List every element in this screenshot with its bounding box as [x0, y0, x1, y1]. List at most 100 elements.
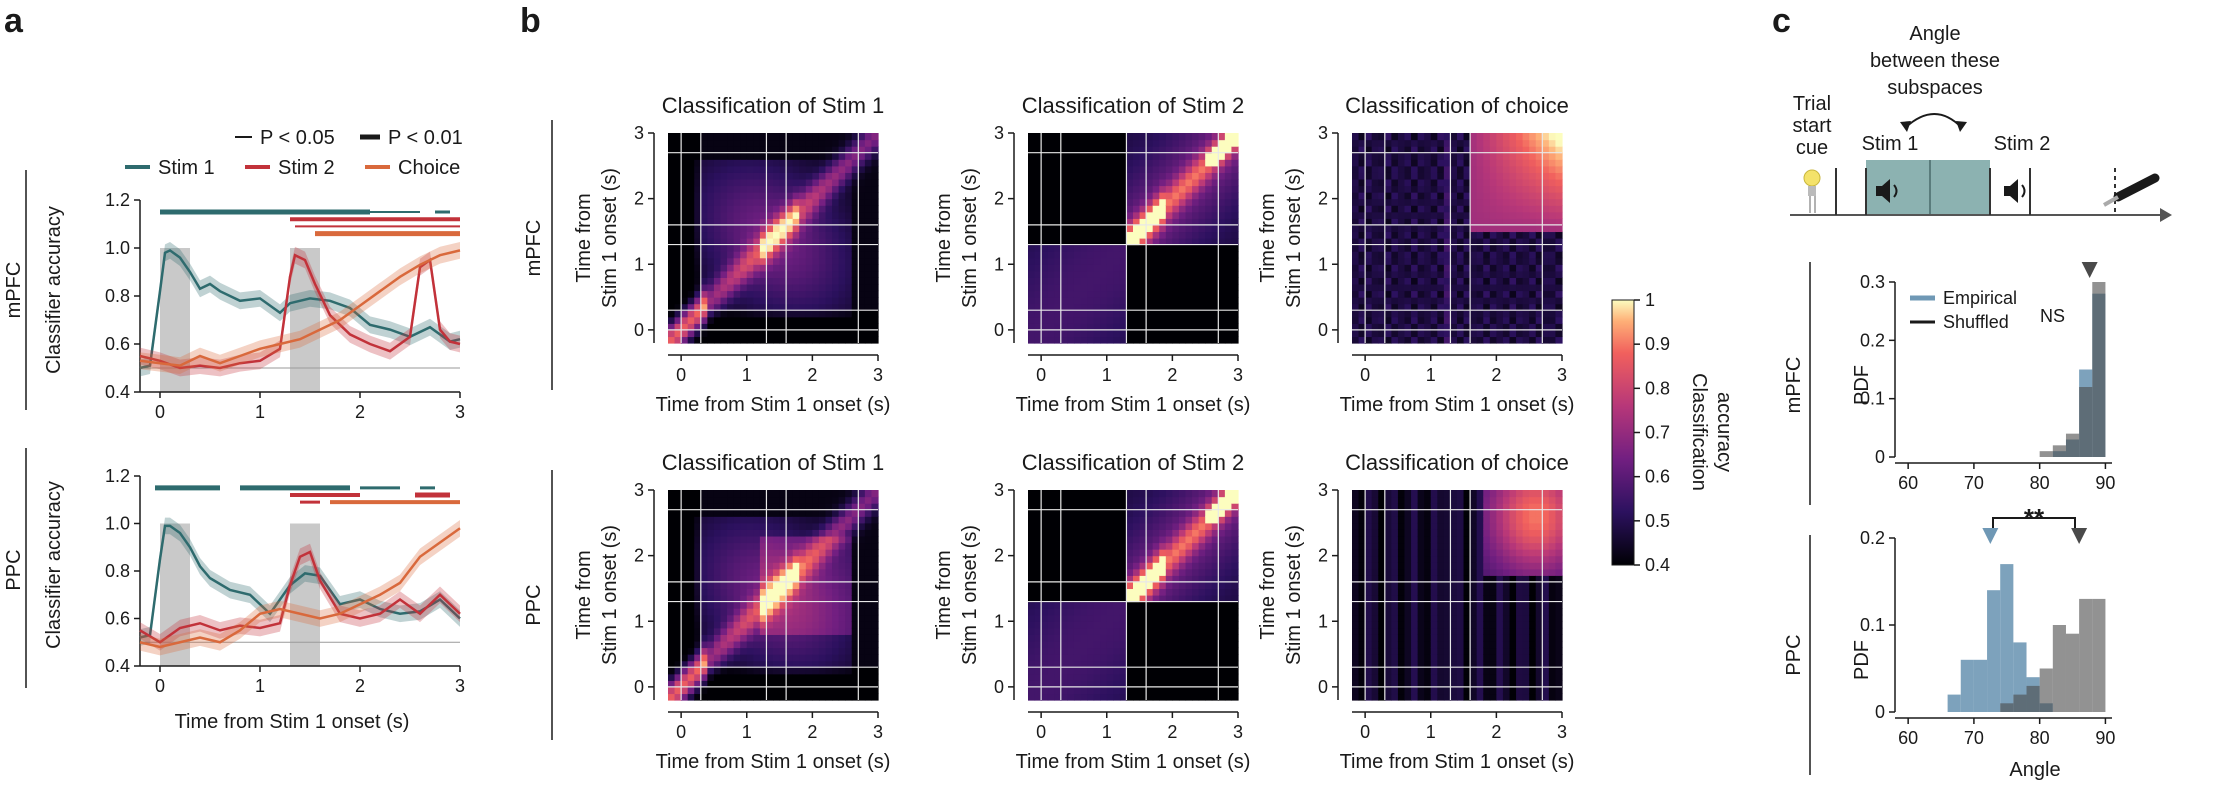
heatmap-cell	[766, 529, 773, 536]
heatmap-cell	[1192, 159, 1199, 166]
heatmap-cell	[1113, 549, 1120, 556]
heatmap-cell	[701, 291, 708, 298]
heatmap-cell	[1159, 569, 1166, 576]
heatmap-cell	[1067, 582, 1074, 589]
heatmap-cell	[786, 258, 793, 265]
heatmap-cell	[812, 608, 819, 615]
heatmap-cell	[1081, 628, 1088, 635]
heatmap-cell	[681, 251, 688, 258]
heatmap-cell	[1028, 648, 1035, 655]
heatmap-cell	[1133, 317, 1140, 324]
heatmap-cell	[871, 516, 878, 523]
heatmap-cell	[1225, 336, 1232, 343]
heatmap-cell	[734, 602, 741, 609]
heatmap-cell	[1555, 297, 1562, 304]
heatmap-cell	[1159, 212, 1166, 219]
heatmap-cell	[740, 277, 747, 284]
heatmap-cell	[668, 140, 675, 147]
heatmap-cell	[812, 497, 819, 504]
heatmap-cell	[1153, 654, 1160, 661]
heatmap-cell	[1186, 192, 1193, 199]
heatmap-cell	[786, 510, 793, 517]
heatmap-cell	[871, 510, 878, 517]
heatmap-cell	[799, 608, 806, 615]
heatmap-cell	[1081, 569, 1088, 576]
heatmap-cell	[865, 523, 872, 530]
heatmap-cell	[681, 569, 688, 576]
heatmap-cell	[701, 674, 708, 681]
heatmap-cell	[766, 562, 773, 569]
heatmap-cell	[1431, 192, 1438, 199]
heatmap-cell	[1510, 153, 1517, 160]
heatmap-cell	[1218, 264, 1225, 271]
heatmap-cell	[766, 608, 773, 615]
heatmap-cell	[753, 140, 760, 147]
heatmap-cell	[1100, 186, 1107, 193]
heatmap-cell	[707, 490, 714, 497]
heatmap-cell	[766, 602, 773, 609]
heatmap-cell	[865, 588, 872, 595]
heatmap-cell	[701, 140, 708, 147]
heatmap-cell	[1146, 569, 1153, 576]
heatmap-cell	[773, 179, 780, 186]
heatmap-cell	[1542, 153, 1549, 160]
heatmap-cell	[701, 231, 708, 238]
heatmap-cell	[1100, 264, 1107, 271]
heatmap-cell	[1133, 536, 1140, 543]
heatmap-cell	[1470, 330, 1477, 337]
heatmap-cell	[826, 212, 833, 219]
heatmap-cell	[688, 634, 695, 641]
heatmap-cell	[1418, 199, 1425, 206]
region-label-mpfc-b: mPFC	[523, 220, 545, 277]
heatmap-cell	[1352, 225, 1359, 232]
heatmap-cell	[799, 621, 806, 628]
heatmap-cell	[858, 628, 865, 635]
heatmap-cell	[799, 536, 806, 543]
heatmap-cell	[1510, 231, 1517, 238]
heatmap-cell	[747, 277, 754, 284]
heatmap-cell	[1146, 284, 1153, 291]
heatmap-cell	[1424, 264, 1431, 271]
heatmap-cell	[1113, 179, 1120, 186]
heatmap-cell	[1431, 336, 1438, 343]
heatmap-cell	[1159, 628, 1166, 635]
heatmap-cell	[1153, 687, 1160, 694]
heatmap-cell	[832, 549, 839, 556]
heatmap-cell	[714, 212, 721, 219]
heatmap-cell	[1113, 693, 1120, 700]
heatmap-cell	[786, 529, 793, 536]
heatmap-cell	[1107, 271, 1114, 278]
heatmap-cell	[740, 225, 747, 232]
heatmap-cell	[1126, 674, 1133, 681]
heatmap-cell	[1424, 271, 1431, 278]
heatmap-cell	[1496, 179, 1503, 186]
heatmap-cell	[747, 251, 754, 258]
heatmap-cell	[1146, 621, 1153, 628]
heatmap-cell	[1365, 153, 1372, 160]
heatmap-cell	[1477, 179, 1484, 186]
heatmap-cell	[707, 510, 714, 517]
heatmap-cell	[812, 602, 819, 609]
heatmap-cell	[668, 588, 675, 595]
heatmap-cell	[1159, 251, 1166, 258]
heatmap-cell	[1107, 258, 1114, 265]
heatmap-cell	[766, 310, 773, 317]
heatmap-cell	[1205, 172, 1212, 179]
heatmap-cell	[1555, 205, 1562, 212]
heatmap-cell	[747, 310, 754, 317]
heatmap-cell	[1074, 536, 1081, 543]
heatmap-cell	[865, 140, 872, 147]
heatmap-cell	[1503, 310, 1510, 317]
heatmap-cell	[1081, 490, 1088, 497]
heatmap-cell	[1094, 529, 1101, 536]
heatmap-cell	[839, 621, 846, 628]
heatmap-cell	[1067, 205, 1074, 212]
heatmap-cell	[1081, 549, 1088, 556]
heatmap-cell	[714, 588, 721, 595]
heatmap-cell	[812, 536, 819, 543]
heatmap-cell	[1385, 245, 1392, 252]
heatmap-cell	[1087, 310, 1094, 317]
heatmap-cell	[1133, 543, 1140, 550]
heatmap-cell	[1398, 284, 1405, 291]
heatmap-cell	[1107, 497, 1114, 504]
